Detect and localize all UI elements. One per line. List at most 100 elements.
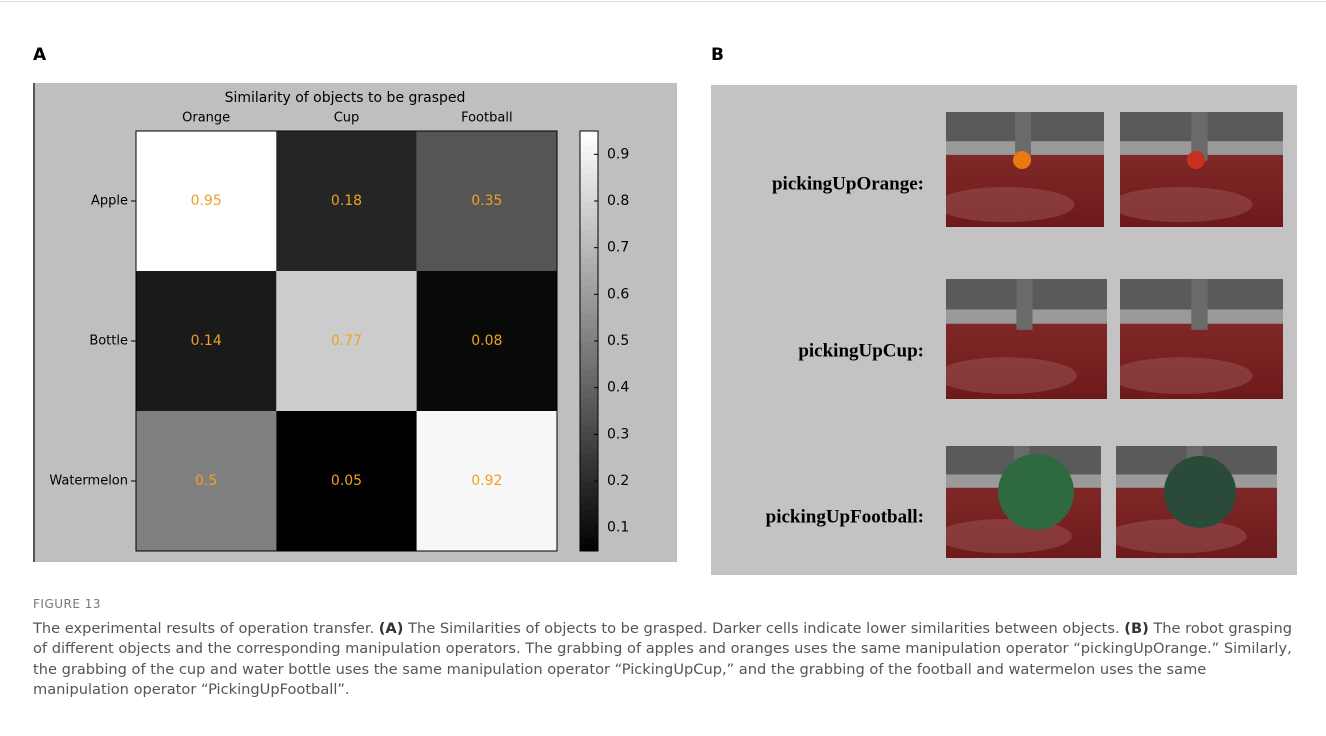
colorbar-step <box>580 299 598 307</box>
colorbar-step <box>580 502 598 510</box>
figure: A B Similarity of objects to be grasped O… <box>0 0 1326 590</box>
heatmap: Similarity of objects to be grasped Orang… <box>49 90 629 552</box>
colorbar-step <box>580 362 598 370</box>
colorbar-step <box>580 411 598 419</box>
colorbar-tick-label: 0.4 <box>607 380 629 396</box>
photo-object <box>1013 151 1031 169</box>
y-tick-label: Bottle <box>89 334 128 349</box>
caption-text: (B) <box>1124 620 1148 637</box>
colorbar-step <box>580 173 598 181</box>
caption-text: The Similarities of objects to be graspe… <box>403 620 1124 637</box>
colorbar-step <box>580 236 598 244</box>
colorbar-step <box>580 285 598 293</box>
operator-label: pickingUpCup: <box>798 340 924 361</box>
page: A B Similarity of objects to be grasped O… <box>0 0 1326 736</box>
colorbar-tick-label: 0.8 <box>607 193 629 209</box>
colorbar-step <box>580 439 598 447</box>
colorbar-step <box>580 460 598 468</box>
photo <box>936 279 1107 399</box>
colorbar-step <box>580 446 598 454</box>
cell-label: 0.5 <box>195 473 217 489</box>
cell-label: 0.08 <box>471 333 502 349</box>
photo <box>1110 279 1283 399</box>
colorbar-step <box>580 229 598 237</box>
colorbar-step <box>580 257 598 265</box>
colorbar-step <box>580 390 598 398</box>
colorbar-step <box>580 180 598 188</box>
operator-label: pickingUpOrange: <box>772 173 924 194</box>
colorbar-step <box>580 488 598 496</box>
colorbar-tick-label: 0.7 <box>607 240 629 256</box>
colorbar-step <box>580 145 598 153</box>
colorbar-step <box>580 418 598 426</box>
colorbar-tick-label: 0.9 <box>607 146 629 162</box>
colorbar-step <box>580 516 598 524</box>
cell-label: 0.05 <box>331 473 362 489</box>
colorbar-step <box>580 425 598 433</box>
x-tick-label: Orange <box>182 111 230 126</box>
colorbar-step <box>580 467 598 475</box>
colorbar-step <box>580 222 598 230</box>
colorbar-tick-label: 0.5 <box>607 333 629 349</box>
photo <box>1110 112 1283 227</box>
colorbar-step <box>580 481 598 489</box>
colorbar-step <box>580 187 598 195</box>
colorbar-step <box>580 383 598 391</box>
colorbar-step <box>580 152 598 160</box>
colorbar-step <box>580 334 598 342</box>
colorbar-step <box>580 166 598 174</box>
colorbar-step <box>580 194 598 202</box>
colorbar-step <box>580 138 598 146</box>
chart-title: Similarity of objects to be grasped <box>225 90 466 106</box>
colorbar-tick-label: 0.2 <box>607 473 629 489</box>
colorbar-step <box>580 313 598 321</box>
colorbar-step <box>580 208 598 216</box>
colorbar-step <box>580 271 598 279</box>
colorbar-step <box>580 369 598 377</box>
colorbar-step <box>580 397 598 405</box>
figure-label: FIGURE 13 <box>33 597 101 611</box>
y-tick-label: Watermelon <box>49 474 128 489</box>
colorbar-step <box>580 243 598 251</box>
colorbar-step <box>580 278 598 286</box>
cell-label: 0.35 <box>471 193 502 209</box>
colorbar-step <box>580 292 598 300</box>
caption-text: The experimental results of operation tr… <box>33 620 379 637</box>
colorbar-step <box>580 159 598 167</box>
colorbar-step <box>580 348 598 356</box>
colorbar-step <box>580 341 598 349</box>
colorbar-step <box>580 537 598 545</box>
colorbar-step <box>580 306 598 314</box>
x-tick-label: Cup <box>334 111 360 126</box>
photo-object <box>998 454 1074 530</box>
colorbar-tick-label: 0.3 <box>607 426 629 442</box>
colorbar-step <box>580 474 598 482</box>
colorbar-step <box>580 250 598 258</box>
panel-label: B <box>711 45 724 65</box>
colorbar-step <box>580 530 598 538</box>
colorbar-step <box>580 509 598 517</box>
colorbar-tick-label: 0.1 <box>607 520 629 536</box>
photo-object <box>1187 151 1205 169</box>
colorbar-step <box>580 215 598 223</box>
panel-label: A <box>33 45 47 65</box>
cell-label: 0.14 <box>191 333 222 349</box>
cell-label: 0.18 <box>331 193 362 209</box>
colorbar-step <box>580 131 598 139</box>
caption: The experimental results of operation tr… <box>33 619 1295 700</box>
operator-label: pickingUpFootball: <box>766 506 924 527</box>
colorbar-step <box>580 432 598 440</box>
y-tick-label: Apple <box>91 194 128 209</box>
colorbar-step <box>580 201 598 209</box>
colorbar-step <box>580 453 598 461</box>
cell-label: 0.77 <box>331 333 362 349</box>
colorbar-step <box>580 544 598 552</box>
colorbar-step <box>580 404 598 412</box>
photo <box>936 112 1104 227</box>
cell-label: 0.95 <box>191 193 222 209</box>
caption-text: (A) <box>379 620 404 637</box>
photo-object <box>1164 456 1236 528</box>
cell-label: 0.92 <box>471 473 502 489</box>
colorbar-step <box>580 495 598 503</box>
colorbar-step <box>580 327 598 335</box>
